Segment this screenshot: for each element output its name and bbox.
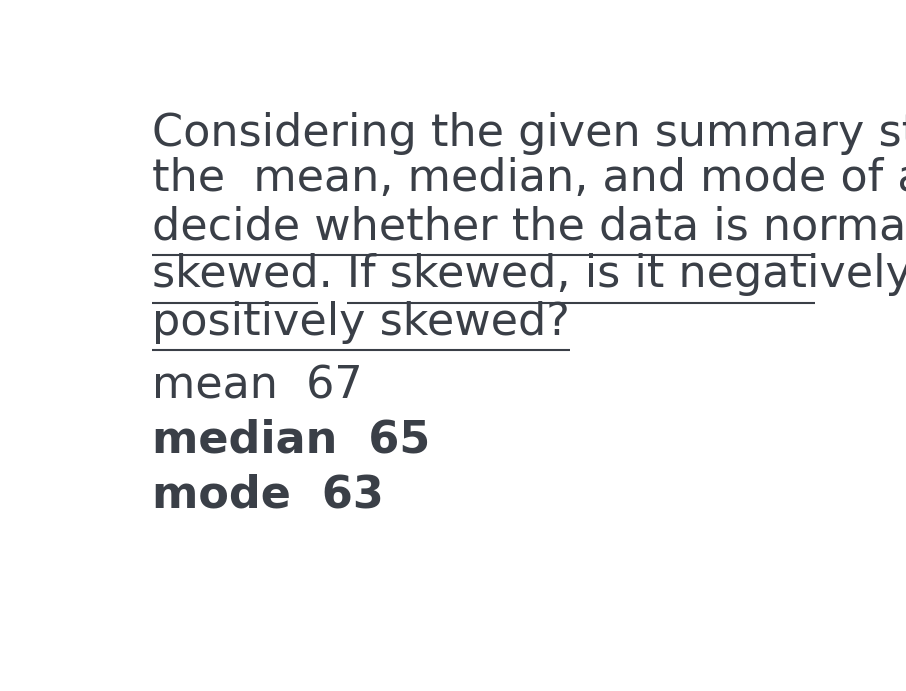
Text: skewed: skewed bbox=[152, 253, 319, 296]
Text: Considering the given summary statistics for: Considering the given summary statistics… bbox=[152, 112, 906, 155]
Text: skewed.: skewed. bbox=[152, 253, 347, 296]
Text: the  mean, median, and mode of a data set,: the mean, median, and mode of a data set… bbox=[152, 158, 906, 200]
Text: median  65: median 65 bbox=[152, 418, 430, 461]
Text: skewed. If skewed, is it negatively or: skewed. If skewed, is it negatively or bbox=[152, 253, 906, 296]
Text: mode  63: mode 63 bbox=[152, 474, 383, 517]
Text: positively skewed?: positively skewed? bbox=[152, 301, 570, 344]
Text: mean  67: mean 67 bbox=[152, 365, 362, 408]
Text: decide whether the data is normal or: decide whether the data is normal or bbox=[152, 205, 906, 248]
